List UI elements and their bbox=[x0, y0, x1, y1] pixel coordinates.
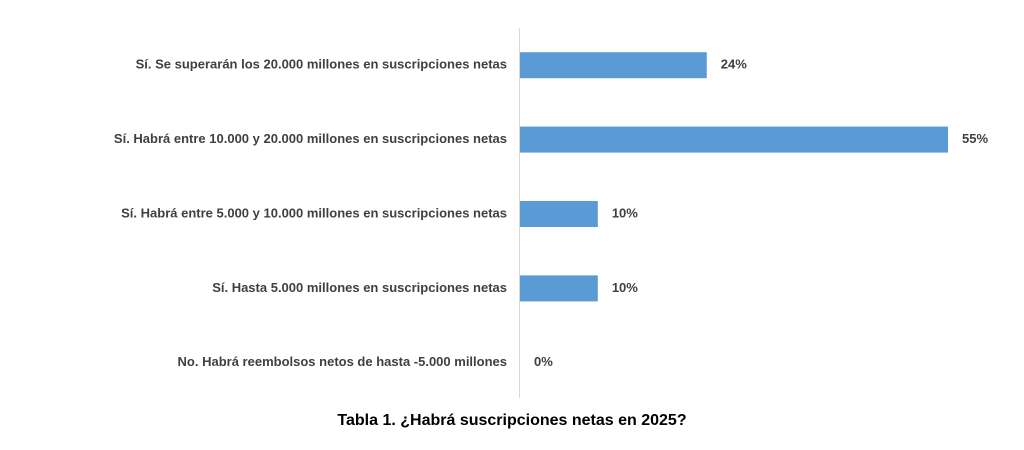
bar bbox=[520, 52, 707, 79]
bar bbox=[520, 201, 598, 227]
bar-group: Sí. Se superarán los 20.000 millones en … bbox=[114, 52, 988, 369]
category-label: No. Habrá reembolsos netos de hasta -5.0… bbox=[178, 354, 507, 369]
value-label: 24% bbox=[721, 57, 747, 72]
category-label: Sí. Hasta 5.000 millones en suscripcione… bbox=[212, 280, 507, 295]
category-label: Sí. Habrá entre 10.000 y 20.000 millones… bbox=[114, 131, 507, 146]
value-label: 0% bbox=[534, 354, 553, 369]
value-label: 10% bbox=[612, 205, 638, 220]
chart-caption: Tabla 1. ¿Habrá suscripciones netas en 2… bbox=[337, 412, 687, 429]
value-label: 10% bbox=[612, 280, 638, 295]
bar bbox=[520, 275, 598, 302]
value-label: 55% bbox=[962, 131, 988, 146]
category-label: Sí. Se superarán los 20.000 millones en … bbox=[136, 57, 507, 72]
bar bbox=[520, 126, 948, 153]
category-label: Sí. Habrá entre 5.000 y 10.000 millones … bbox=[121, 205, 507, 220]
bar-chart: Sí. Se superarán los 20.000 millones en … bbox=[114, 28, 988, 398]
